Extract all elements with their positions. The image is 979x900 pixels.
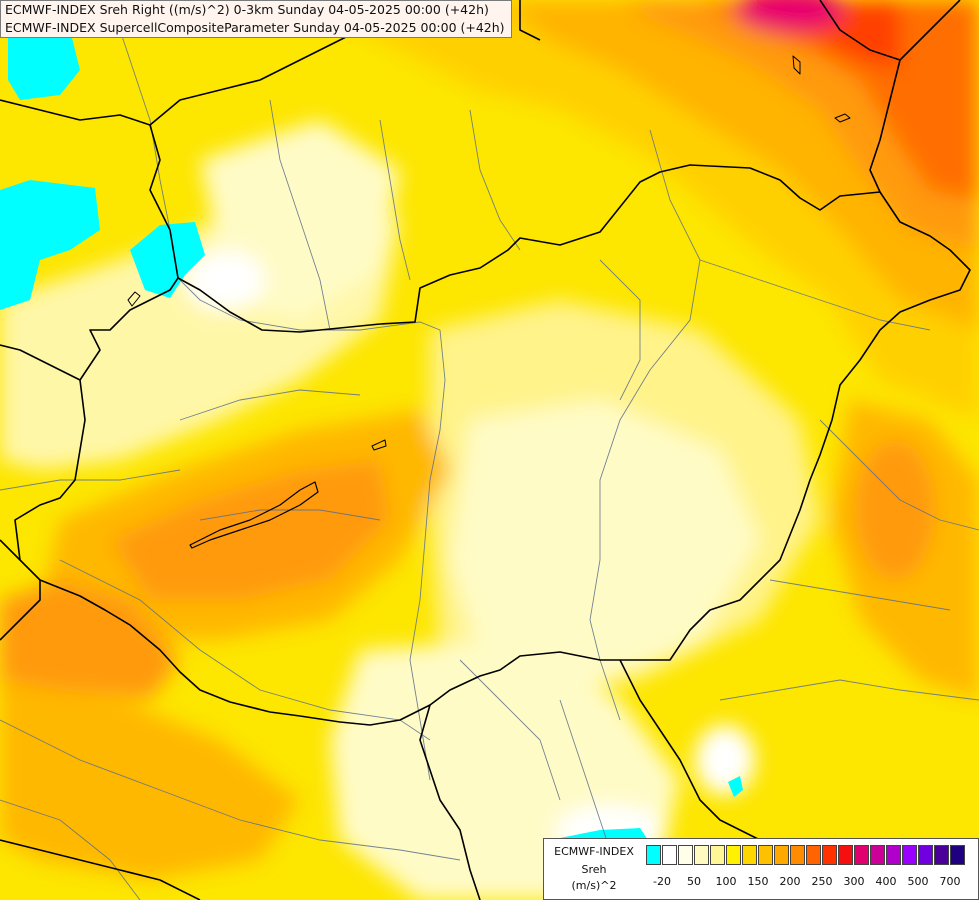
cyan-zone-north-center — [130, 222, 205, 298]
field-orange-east — [855, 440, 935, 580]
field-pale-central-core — [450, 400, 760, 690]
legend-swatch — [646, 845, 661, 865]
map-title-box: ECMWF-INDEX Sreh Right ((m/s)^2) 0-3km S… — [0, 0, 512, 38]
legend-swatch — [678, 845, 693, 865]
legend-tick-label: 50 — [687, 875, 701, 888]
border-lake-balaton — [189, 481, 319, 549]
legend-swatch — [790, 845, 805, 865]
legend-swatch — [806, 845, 821, 865]
river-tributary-northeast — [599, 259, 641, 401]
river-north-1 — [379, 119, 411, 281]
border-northeast-2 — [869, 59, 901, 193]
river-southwest-1 — [0, 799, 141, 900]
legend-tick-label: 500 — [907, 875, 929, 888]
border-lake-small — [371, 439, 387, 451]
field-orange-west — [110, 460, 390, 600]
legend-model-label: ECMWF-INDEX — [554, 845, 634, 858]
legend-tick-labels: -20 50 100 150 200 250 300 400 500 700 — [644, 875, 974, 891]
river-tributary-east — [699, 259, 931, 331]
legend-tick-label: 400 — [875, 875, 897, 888]
legend-swatch — [870, 845, 885, 865]
river-northwest-1 — [109, 0, 171, 231]
river-north-2 — [469, 109, 521, 251]
river-danube-north — [179, 279, 441, 331]
legend-swatch — [662, 845, 677, 865]
legend-swatch — [886, 845, 901, 865]
field-white-north — [185, 250, 265, 310]
river-northwest-2 — [269, 99, 331, 331]
sreh-negative-zones — [0, 30, 743, 866]
river-east-1 — [819, 419, 979, 531]
legend-swatch — [758, 845, 773, 865]
border-hungary — [14, 164, 971, 726]
legend-swatch — [774, 845, 789, 865]
legend-tick-label: -20 — [653, 875, 671, 888]
river-east-3 — [719, 679, 979, 701]
legend-swatch — [822, 845, 837, 865]
map-title-line-2: ECMWF-INDEX SupercellCompositeParameter … — [5, 20, 505, 35]
border-lake-northeast — [834, 113, 851, 123]
legend-tick-label: 150 — [747, 875, 769, 888]
legend-swatch — [726, 845, 741, 865]
field-light-orange-southwest — [0, 680, 300, 880]
legend-tick-label: 700 — [939, 875, 961, 888]
legend-swatch — [950, 845, 965, 865]
border-south — [419, 704, 481, 900]
legend-swatch — [742, 845, 757, 865]
river-east-2 — [769, 579, 951, 611]
legend-swatch — [694, 845, 709, 865]
legend-color-bar — [646, 845, 966, 865]
cyan-zone-northwest — [8, 30, 80, 100]
legend-tick-label: 200 — [779, 875, 801, 888]
legend-tick-label: 100 — [715, 875, 737, 888]
border-north-3 — [519, 0, 541, 41]
color-legend: ECMWF-INDEX Sreh (m/s)^2 -20 50 100 150 200 2… — [543, 838, 979, 900]
legend-swatch — [934, 845, 949, 865]
border-southwest — [0, 539, 41, 641]
legend-swatch — [710, 845, 725, 865]
river-danube-south — [409, 329, 446, 781]
legend-swatch — [854, 845, 869, 865]
border-south-2 — [0, 839, 201, 900]
legend-variable-label: Sreh — [581, 863, 607, 876]
field-white-southeast — [695, 725, 755, 795]
map-title-line-1: ECMWF-INDEX Sreh Right ((m/s)^2) 0-3km S… — [5, 2, 489, 17]
legend-swatch — [902, 845, 917, 865]
border-lake-north — [127, 291, 141, 307]
legend-tick-label: 250 — [811, 875, 833, 888]
border-lake-northeast-2 — [792, 55, 801, 75]
river-west-1 — [0, 469, 181, 491]
legend-unit-label: (m/s)^2 — [571, 879, 617, 892]
legend-tick-label: 300 — [843, 875, 865, 888]
river-tisza — [589, 129, 701, 721]
field-magenta-core — [735, 0, 845, 32]
cyan-zone-southeast — [728, 776, 743, 797]
river-south-1 — [459, 659, 561, 801]
border-west — [0, 344, 81, 381]
river-west-3 — [179, 389, 361, 421]
river-sava — [0, 719, 461, 861]
field-orange-southwest — [0, 580, 180, 700]
legend-swatch — [918, 845, 933, 865]
legend-swatch — [838, 845, 853, 865]
cyan-zone-west — [0, 180, 100, 310]
border-southeast — [619, 659, 761, 841]
